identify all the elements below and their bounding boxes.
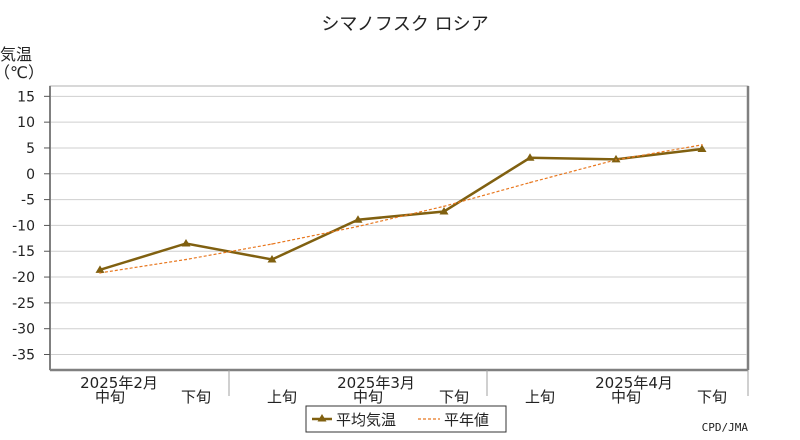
data-point-normal	[701, 144, 703, 146]
data-point-normal	[271, 243, 273, 245]
y-tick-label: -30	[12, 322, 35, 338]
data-point-average	[267, 254, 277, 263]
month-label: 2025年4月	[595, 374, 673, 392]
data-point-normal	[357, 225, 359, 228]
data-point-normal	[529, 181, 531, 184]
data-point-average	[95, 265, 105, 273]
chart-title: シマノフスク ロシア	[321, 14, 488, 35]
series-group	[95, 144, 707, 274]
data-point-average	[697, 144, 707, 152]
data-point-average	[353, 215, 363, 223]
series-line-normal	[99, 144, 703, 274]
y-tick-label: 15	[17, 89, 35, 105]
legend: 平均気温 平年値	[305, 405, 507, 433]
legend-label-normal: 平年値	[444, 411, 489, 429]
x-tick-label: 上旬	[525, 388, 555, 406]
x-tick-label: 中旬	[95, 388, 125, 406]
x-tick-label: 下旬	[439, 388, 469, 406]
y-tick-label: 10	[17, 115, 35, 131]
y-tick-label: -35	[12, 348, 35, 364]
x-tick-label: 下旬	[181, 388, 211, 406]
y-tick-label: -10	[12, 218, 35, 234]
credit: CPD/JMA	[702, 421, 749, 434]
plot-area	[49, 85, 749, 371]
data-point-average	[181, 238, 191, 247]
y-axis-unit: （℃）	[0, 63, 44, 82]
x-tick-label: 下旬	[697, 388, 727, 406]
y-tick-label: -25	[12, 296, 35, 312]
y-tick-labels: 15 10 5 0 -5 -10 -15 -20 -25 -30 -35	[12, 89, 35, 363]
data-point-average	[525, 153, 535, 161]
month-label: 2025年2月	[80, 374, 158, 392]
y-tick-label: -20	[12, 270, 35, 286]
grid	[44, 85, 750, 372]
x-tick-label: 中旬	[611, 388, 641, 406]
y-tick-label: 0	[26, 167, 35, 183]
y-axis-label: 気温	[0, 45, 32, 64]
data-point-normal	[615, 159, 617, 161]
legend-label-average: 平均気温	[336, 411, 396, 429]
legend-box	[305, 405, 507, 433]
y-tick-label: 5	[26, 141, 35, 157]
data-point-normal	[443, 205, 445, 208]
data-point-average	[439, 206, 449, 215]
data-point-normal	[185, 258, 187, 261]
data-point-average	[611, 154, 621, 163]
y-tick-label: -15	[12, 244, 35, 260]
x-tick-label: 上旬	[267, 388, 297, 406]
x-tick-label: 中旬	[353, 388, 383, 406]
month-label: 2025年3月	[337, 374, 415, 392]
series-line-average	[99, 147, 703, 272]
data-point-normal	[99, 272, 101, 274]
legend-marker-average	[317, 414, 327, 422]
y-tick-label: -5	[21, 193, 35, 209]
